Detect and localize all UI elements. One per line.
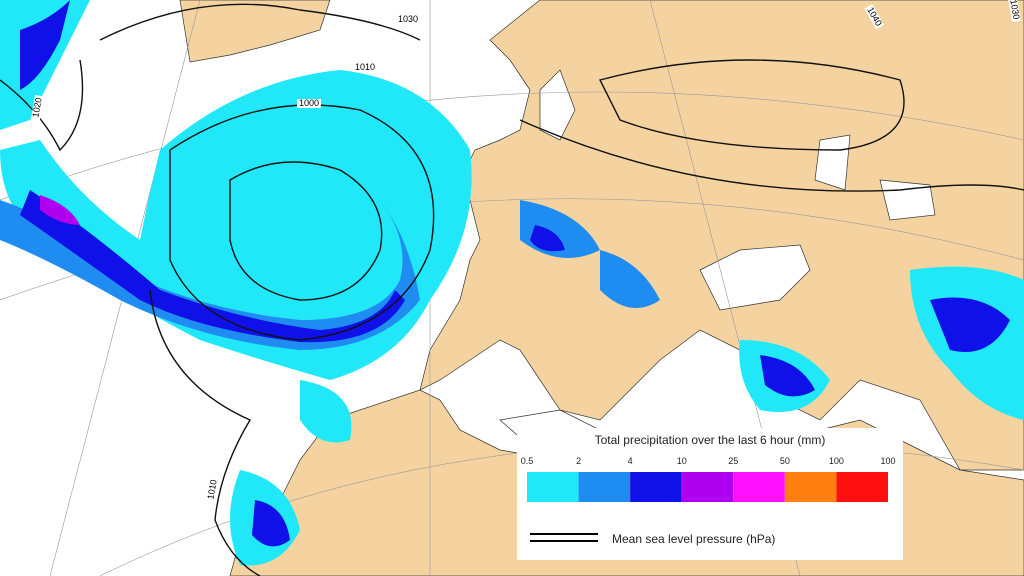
legend-swatch [836,472,888,502]
legend-swatch [527,472,579,502]
legend-tick-label: 0.5 [521,456,534,466]
legend-tick-label: 4 [628,456,633,466]
isobar-label-bg [1007,0,1021,23]
isobar-label-bg [31,94,45,121]
legend-tick-label: 100 [829,456,844,466]
legend-swatch [784,472,837,502]
isobar-label: 1030 [398,14,418,24]
legend-swatch [733,472,785,502]
isobar-label: 1020 [30,97,43,118]
legend-title: Total precipitation over the last 6 hour… [595,433,826,447]
legend-swatch [630,472,682,502]
isobar-label-bg [396,15,420,24]
isobar-label-bg [864,4,885,30]
isobar-label-bg [353,63,377,72]
isobar-label: 1010 [355,62,375,72]
legend-tick-label: 100 [880,456,895,466]
isobars [0,3,1024,576]
isobar-label-bg [297,99,321,108]
legend-swatch [681,472,734,502]
isobar-label: 1000 [299,98,319,108]
pressure-legend-label: Mean sea level pressure (hPa) [612,532,775,546]
legend-swatch [578,472,631,502]
legend-tick-label: 2 [576,456,581,466]
isobar-label: 1010 [205,479,218,500]
legend-tick-label: 10 [677,456,687,466]
isobar-label: 1030 [1008,0,1021,20]
legend-tick-label: 50 [780,456,790,466]
legend-tick-label: 25 [728,456,738,466]
isobar-label-bg [206,476,220,503]
